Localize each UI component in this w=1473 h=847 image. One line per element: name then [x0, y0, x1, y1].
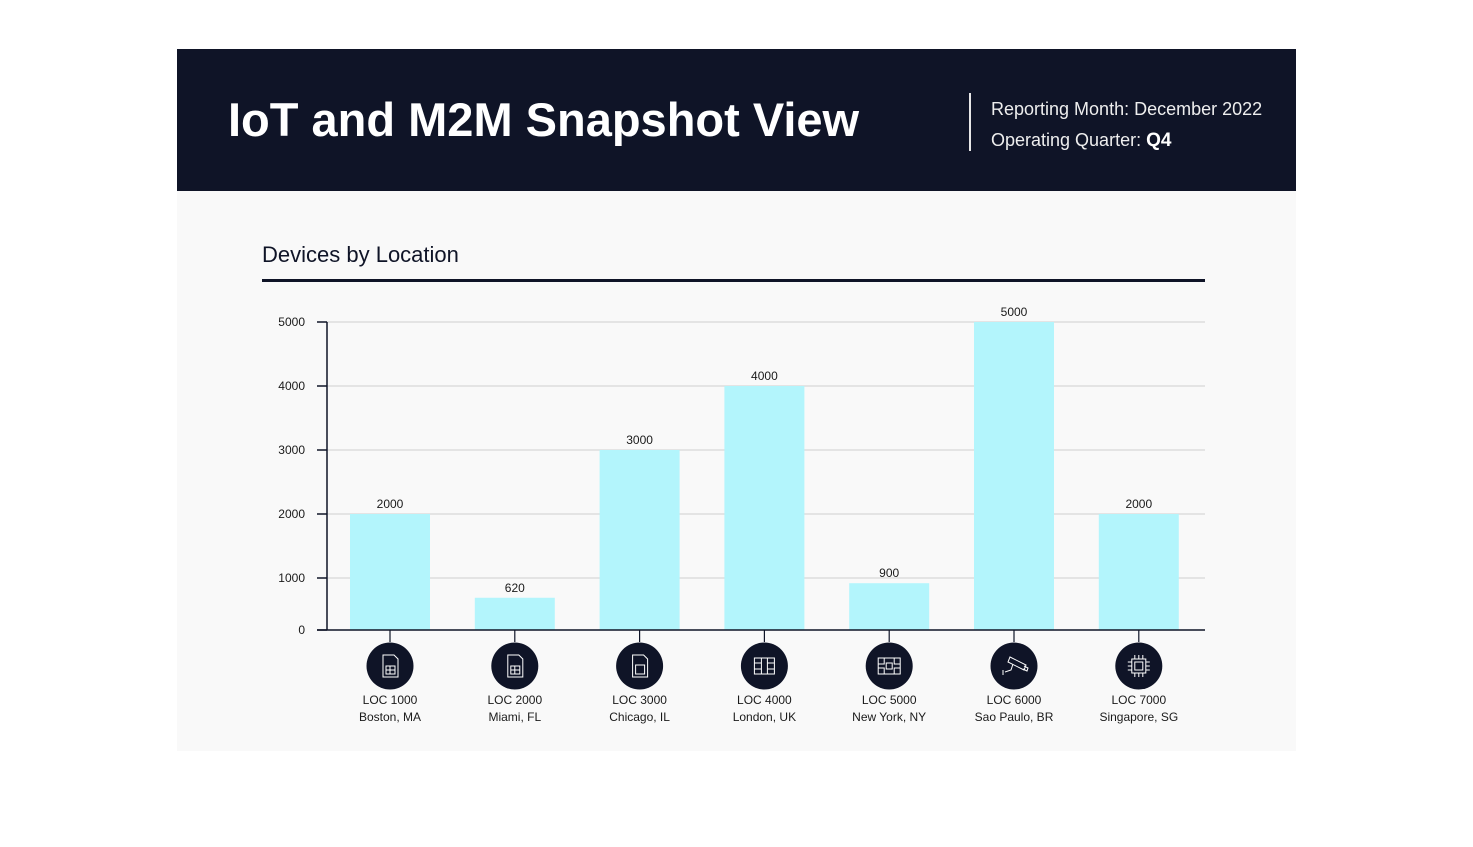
report-card: IoT and M2M Snapshot View Reporting Mont…: [177, 49, 1296, 751]
location-code: LOC 7000: [1111, 693, 1167, 707]
quarter-label: Operating Quarter:: [991, 130, 1147, 150]
processor-icon: [1115, 642, 1163, 690]
icon-glyph: [632, 654, 649, 678]
icon-glyph: [877, 657, 901, 675]
chip-contact-icon: [740, 642, 788, 690]
bar-chart: 0 1000 2000 3000 4000 5000 2000 620 3000 4000 900 5…: [278, 305, 1205, 690]
sim-card-icon: [366, 642, 414, 690]
icon-glyph: [1002, 656, 1029, 675]
icon-glyph: [382, 654, 399, 678]
y-tick-label: 3000: [278, 443, 305, 457]
x-category-label: LOC 6000 Sao Paulo, BR: [954, 692, 1074, 726]
title-underline: [262, 279, 1205, 282]
bar: [974, 322, 1054, 630]
location-code: LOC 2000: [487, 693, 543, 707]
quarter-value: Q4: [1146, 130, 1172, 151]
y-tick-label: 1000: [278, 571, 305, 585]
icon-glyph: [1127, 655, 1150, 677]
header-divider: [969, 93, 971, 151]
security-camera-icon: [990, 642, 1038, 690]
icon-circle: [1115, 642, 1163, 690]
icon-circle: [865, 642, 913, 690]
icon-glyph: [753, 657, 775, 675]
operating-quarter: Operating Quarter: Q4: [991, 125, 1262, 156]
location-city: Chicago, IL: [609, 710, 670, 724]
bar: [474, 597, 555, 630]
bar: [599, 450, 680, 630]
bar-value-label: 620: [505, 581, 525, 595]
x-category-label: LOC 4000 London, UK: [704, 692, 824, 726]
y-tick-label: 4000: [278, 379, 305, 393]
x-category-label: LOC 7000 Singapore, SG: [1079, 692, 1199, 726]
bar-value-label: 2000: [377, 497, 404, 511]
location-code: LOC 4000: [737, 693, 792, 707]
location-city: London, UK: [732, 710, 797, 724]
location-city: Sao Paulo, BR: [974, 710, 1054, 724]
bar: [724, 386, 805, 630]
bar: [1098, 514, 1179, 630]
x-category-label: LOC 2000 Miami, FL: [455, 692, 575, 726]
location-city: Singapore, SG: [1099, 710, 1179, 724]
x-category-label: LOC 5000 New York, NY: [829, 692, 949, 726]
location-code: LOC 6000: [986, 693, 1042, 707]
bar-value-label: 2000: [1125, 497, 1152, 511]
icon-circle: [990, 642, 1038, 690]
y-tick-label: 0: [298, 623, 305, 637]
icon-circle: [616, 642, 664, 690]
sim-card-icon: [491, 642, 539, 690]
reporting-month: Reporting Month: December 2022: [991, 99, 1263, 119]
chart-title: Devices by Location: [262, 242, 459, 267]
x-category-label: LOC 3000 Chicago, IL: [580, 692, 700, 726]
y-tick-label: 5000: [278, 315, 305, 329]
icon-circle: [740, 642, 788, 690]
header-banner: IoT and M2M Snapshot View Reporting Mont…: [177, 49, 1296, 191]
location-city: Boston, MA: [358, 710, 422, 724]
bar: [849, 583, 930, 630]
location-city: New York, NY: [852, 710, 927, 724]
page-title: IoT and M2M Snapshot View: [228, 93, 860, 146]
y-tick-label: 2000: [278, 507, 305, 521]
bar-value-label: 900: [879, 566, 899, 580]
bar-value-label: 4000: [751, 369, 778, 383]
bar: [350, 514, 430, 630]
x-category-label: LOC 1000 Boston, MA: [330, 692, 450, 726]
sim-card-blank-icon: [616, 642, 664, 690]
header-meta: Reporting Month: December 2022 Operating…: [991, 94, 1262, 156]
location-code: LOC 1000: [362, 693, 418, 707]
bar-value-label: 3000: [626, 433, 653, 447]
bar-value-label: 5000: [1001, 305, 1028, 319]
chip-contact-alt-icon: [865, 642, 913, 690]
icon-glyph: [507, 654, 524, 678]
location-code: LOC 5000: [861, 693, 917, 707]
location-city: Miami, FL: [488, 710, 542, 724]
location-code: LOC 3000: [612, 693, 667, 707]
